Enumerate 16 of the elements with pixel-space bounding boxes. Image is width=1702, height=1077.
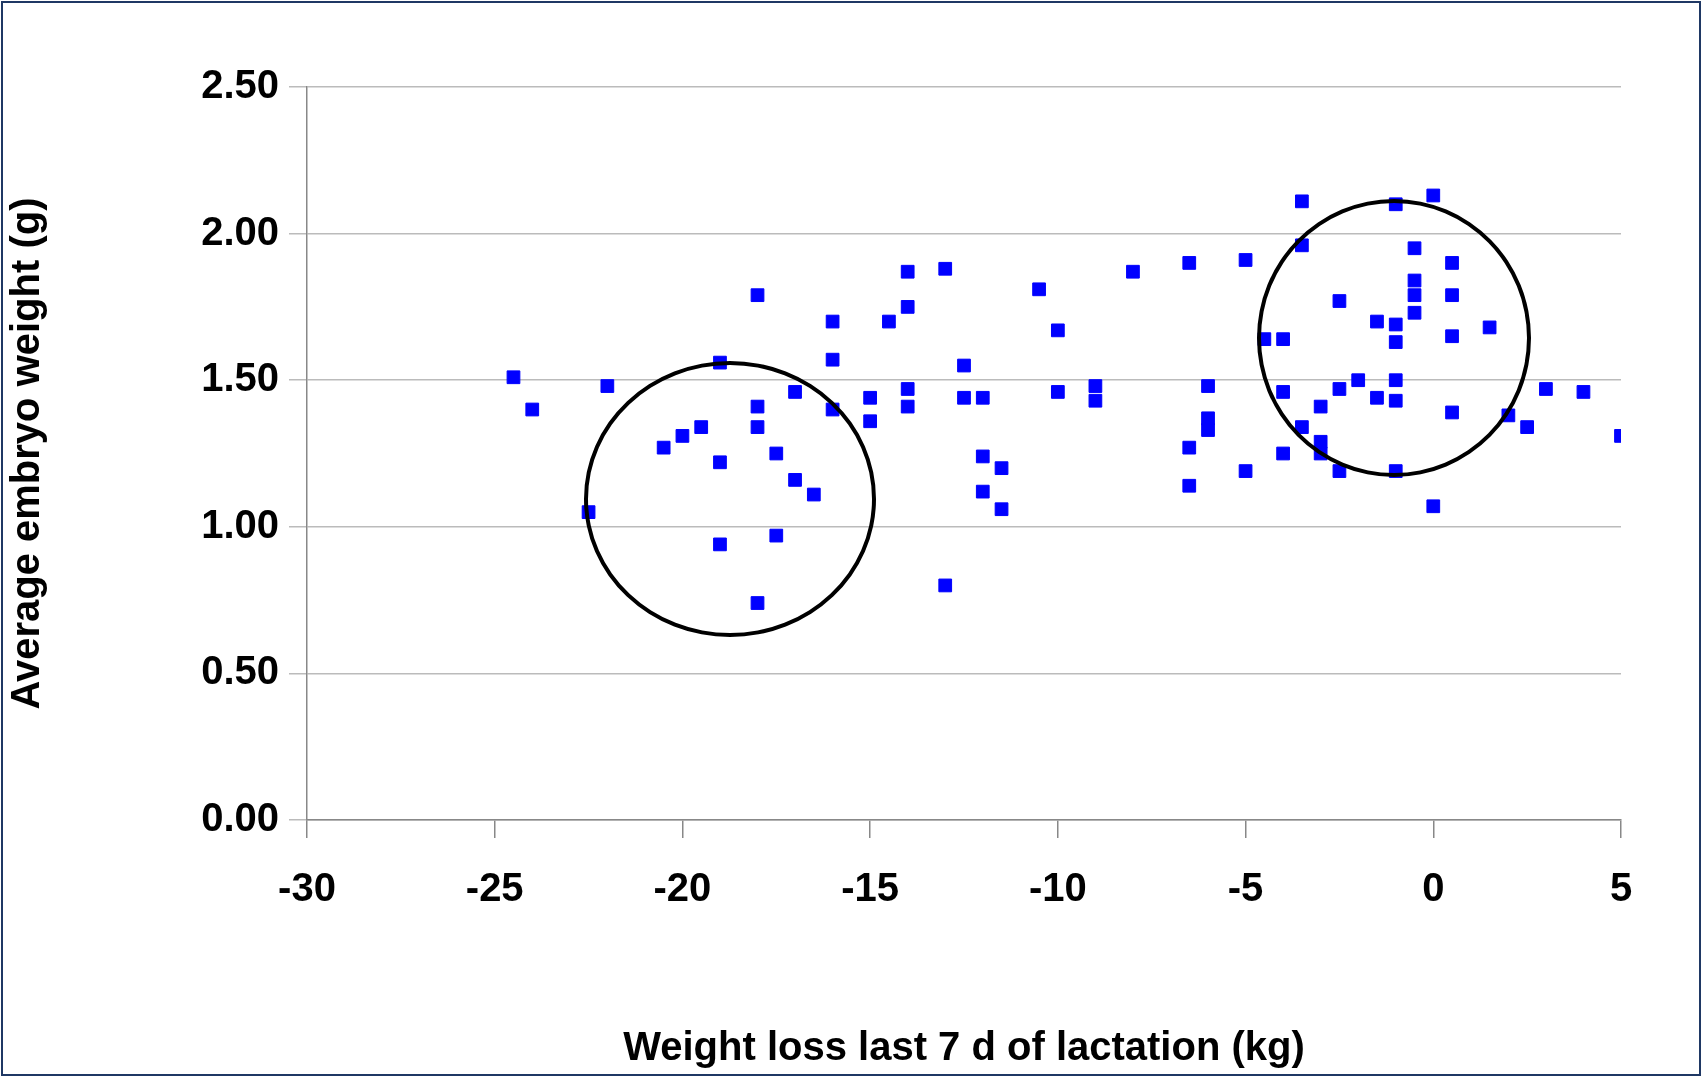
x-tick-label: -10	[1028, 865, 1087, 910]
x-tick-label: 0	[1422, 865, 1445, 910]
y-tick-label: 0.00	[201, 795, 279, 840]
x-tick-label: 5	[1609, 865, 1633, 910]
x-axis-title: Weight loss last 7 d of lactation (kg)	[623, 1024, 1305, 1069]
y-tick-label: 1.50	[201, 355, 279, 400]
x-tick-label: -15	[841, 865, 900, 910]
x-tick-label: -25	[465, 865, 524, 910]
x-tick-label: -5	[1227, 865, 1264, 910]
x-tick-label: -30	[278, 865, 336, 910]
x-tick-label: -20	[653, 865, 712, 910]
y-tick-label: 0.50	[201, 648, 279, 693]
y-tick-label: 1.00	[201, 501, 279, 546]
y-axis-title: Average embryo weight (g)	[3, 197, 48, 710]
y-tick-label: 2.50	[201, 62, 279, 107]
y-tick-label: 2.00	[201, 208, 279, 253]
